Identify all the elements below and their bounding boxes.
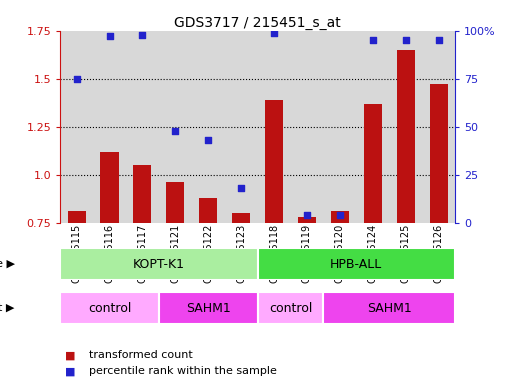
Bar bbox=[166, 182, 185, 223]
Bar bbox=[232, 213, 250, 223]
Point bbox=[435, 37, 443, 43]
Bar bbox=[422, 31, 455, 223]
Text: SAHM1: SAHM1 bbox=[186, 302, 231, 314]
Text: cell line ▶: cell line ▶ bbox=[0, 259, 15, 269]
Bar bbox=[356, 31, 389, 223]
Bar bbox=[60, 31, 93, 223]
Bar bbox=[60, 248, 257, 280]
Bar bbox=[323, 31, 356, 223]
Point bbox=[369, 37, 377, 43]
Text: ■: ■ bbox=[65, 350, 76, 360]
Bar bbox=[133, 165, 152, 223]
Text: ■: ■ bbox=[65, 366, 76, 376]
Bar bbox=[257, 31, 290, 223]
Text: agent ▶: agent ▶ bbox=[0, 303, 15, 313]
Point bbox=[303, 212, 311, 218]
Point bbox=[171, 127, 179, 134]
Title: GDS3717 / 215451_s_at: GDS3717 / 215451_s_at bbox=[174, 16, 341, 30]
Bar bbox=[290, 31, 323, 223]
Bar bbox=[429, 84, 448, 223]
Point bbox=[138, 31, 146, 38]
Bar bbox=[126, 31, 159, 223]
Point bbox=[402, 37, 410, 43]
Point bbox=[336, 212, 344, 218]
Bar bbox=[396, 50, 415, 223]
Bar bbox=[298, 217, 316, 223]
Bar bbox=[389, 31, 422, 223]
Bar bbox=[67, 211, 86, 223]
Point bbox=[105, 33, 113, 40]
Text: transformed count: transformed count bbox=[89, 350, 192, 360]
Text: KOPT-K1: KOPT-K1 bbox=[133, 258, 185, 270]
Bar bbox=[60, 292, 159, 324]
Bar bbox=[192, 31, 225, 223]
Text: percentile rank within the sample: percentile rank within the sample bbox=[89, 366, 277, 376]
Bar bbox=[199, 198, 217, 223]
Bar bbox=[265, 100, 283, 223]
Bar bbox=[159, 292, 257, 324]
Point bbox=[204, 137, 212, 143]
Point bbox=[72, 76, 81, 82]
Text: HPB-ALL: HPB-ALL bbox=[330, 258, 382, 270]
Text: control: control bbox=[269, 302, 312, 314]
Bar bbox=[363, 104, 382, 223]
Bar bbox=[257, 248, 455, 280]
Point bbox=[237, 185, 245, 191]
Bar bbox=[331, 211, 349, 223]
Bar bbox=[257, 292, 323, 324]
Text: SAHM1: SAHM1 bbox=[367, 302, 412, 314]
Bar bbox=[225, 31, 257, 223]
Bar bbox=[159, 31, 192, 223]
Point bbox=[270, 30, 278, 36]
Text: control: control bbox=[88, 302, 131, 314]
Bar bbox=[100, 152, 119, 223]
Bar bbox=[323, 292, 455, 324]
Bar bbox=[93, 31, 126, 223]
